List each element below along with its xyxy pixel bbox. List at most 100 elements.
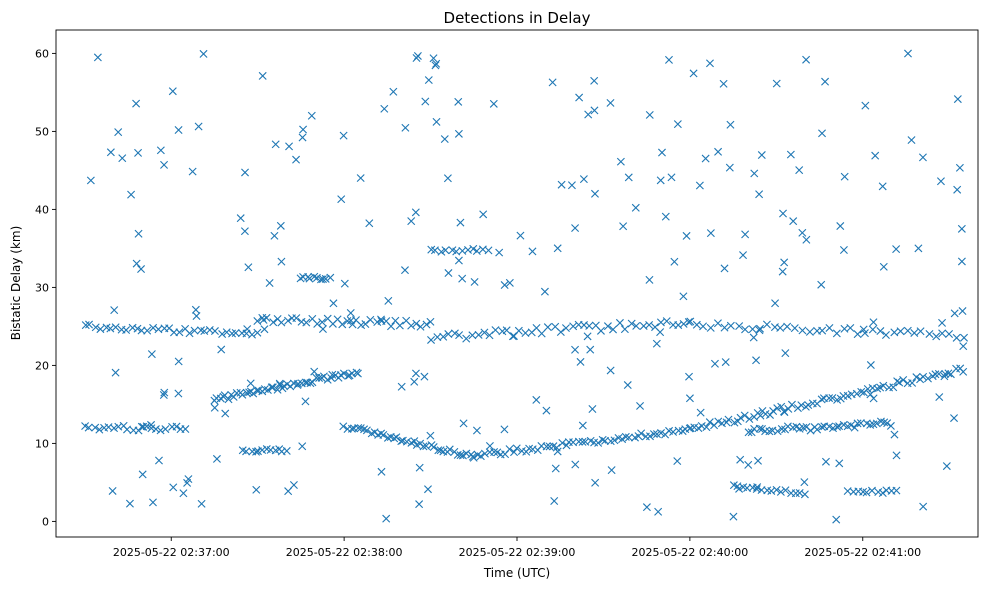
data-point <box>636 401 645 410</box>
data-point <box>910 328 919 337</box>
data-point <box>337 195 346 204</box>
data-point <box>139 422 148 431</box>
y-tick-label: 0 <box>42 515 49 528</box>
data-point <box>265 279 274 288</box>
data-point <box>610 436 619 445</box>
data-point <box>321 274 330 283</box>
data-point <box>642 503 651 512</box>
data-point <box>754 456 762 465</box>
data-point <box>284 316 293 325</box>
data-point <box>181 425 190 434</box>
data-point <box>472 426 481 435</box>
data-point <box>883 419 892 428</box>
data-point <box>623 381 632 390</box>
data-point <box>454 129 463 138</box>
data-point <box>380 104 389 113</box>
data-point <box>935 393 944 402</box>
data-point <box>134 148 143 157</box>
data-point <box>318 318 327 327</box>
data-point <box>284 487 293 496</box>
data-point <box>270 231 279 240</box>
data-point <box>315 373 324 382</box>
data-point <box>942 462 951 471</box>
chart-title: Detections in Delay <box>444 9 591 27</box>
x-tick-label: 2025-05-22 02:41:00 <box>804 546 921 559</box>
data-point <box>450 329 459 338</box>
data-point <box>462 334 471 343</box>
data-point <box>821 457 830 466</box>
data-point <box>161 425 170 434</box>
data-point <box>191 305 200 314</box>
data-point <box>491 326 500 335</box>
data-point <box>919 502 928 511</box>
data-point <box>585 321 594 330</box>
data-point <box>899 375 908 384</box>
data-point <box>741 230 750 239</box>
data-point <box>579 175 588 184</box>
data-point <box>886 421 895 430</box>
data-point <box>879 381 888 390</box>
data-point <box>757 151 766 160</box>
data-point <box>772 485 781 494</box>
data-point <box>895 378 904 387</box>
data-point <box>621 432 630 441</box>
data-point <box>326 273 335 282</box>
x-tick-label: 2025-05-22 02:37:00 <box>113 546 230 559</box>
data-point <box>940 372 949 381</box>
data-point <box>273 385 282 394</box>
data-point <box>410 377 419 386</box>
data-point <box>945 330 954 339</box>
data-point <box>305 274 314 283</box>
data-point <box>777 424 786 433</box>
data-point <box>411 369 420 378</box>
data-point <box>421 97 430 106</box>
data-point <box>800 478 809 487</box>
data-point <box>619 222 628 231</box>
data-point <box>432 59 441 68</box>
data-point <box>156 146 165 155</box>
data-point <box>110 306 119 315</box>
data-point <box>260 385 269 394</box>
data-point <box>301 397 310 406</box>
data-point <box>578 437 587 446</box>
data-point <box>85 320 94 329</box>
data-point <box>412 319 421 328</box>
data-point <box>137 326 146 335</box>
data-point <box>500 281 509 290</box>
data-point <box>733 417 742 426</box>
x-tick-label: 2025-05-22 02:39:00 <box>459 546 576 559</box>
data-point <box>224 395 233 404</box>
data-point <box>242 447 251 456</box>
data-point <box>387 322 395 331</box>
data-point <box>765 427 774 436</box>
data-point <box>656 176 665 185</box>
data-point <box>776 323 785 332</box>
plot-frame <box>55 29 979 538</box>
data-point <box>578 421 587 430</box>
data-point <box>878 489 887 498</box>
x-axis: 2025-05-22 02:37:00 2025-05-22 02:38:00 20… <box>113 537 921 559</box>
data-point <box>346 309 355 317</box>
data-point <box>740 411 749 420</box>
data-point <box>713 319 722 328</box>
data-point <box>553 447 562 456</box>
data-point <box>720 323 729 332</box>
data-point <box>159 391 168 399</box>
data-point <box>607 466 616 475</box>
data-point <box>172 422 181 431</box>
data-point <box>931 370 940 379</box>
data-point <box>505 445 514 454</box>
data-point <box>154 456 163 465</box>
data-point <box>777 402 786 411</box>
data-point <box>783 422 792 431</box>
data-point <box>889 383 898 392</box>
data-point <box>871 151 880 160</box>
data-point <box>944 369 953 378</box>
data-point <box>356 174 365 183</box>
data-point <box>277 318 286 327</box>
data-point <box>853 419 862 428</box>
data-point <box>472 247 481 255</box>
data-point <box>818 129 827 138</box>
data-point <box>276 221 285 230</box>
data-point <box>840 172 849 181</box>
